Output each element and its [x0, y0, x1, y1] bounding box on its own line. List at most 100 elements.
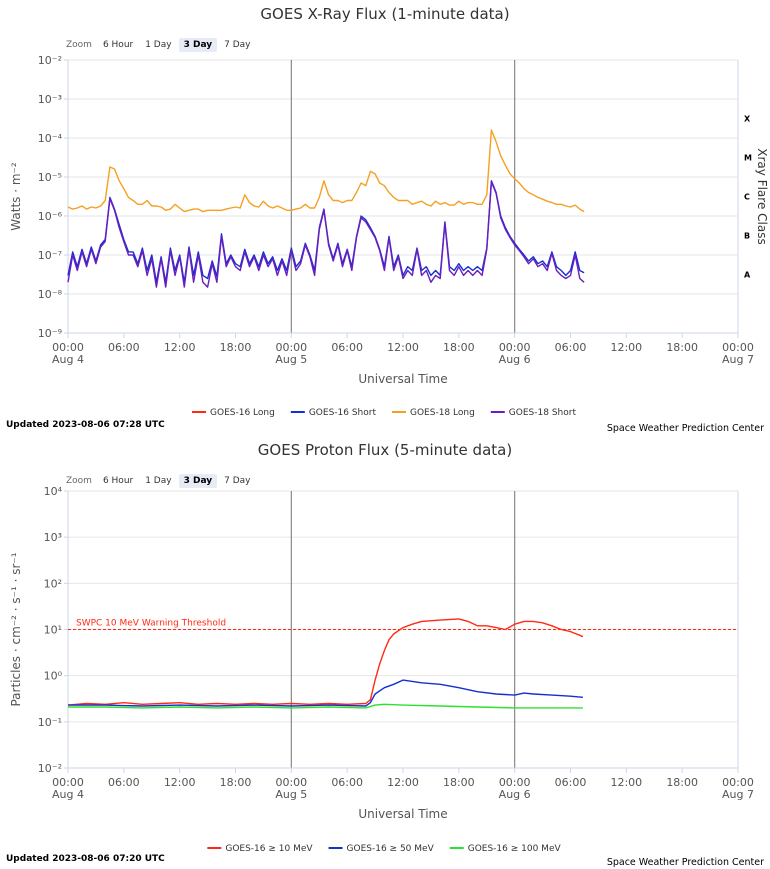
x-tick-label: 12:00 [610, 341, 642, 354]
x-tick-label: 06:00 [331, 776, 363, 789]
x-tick-label: 06:00 [331, 341, 363, 354]
proton-flux-panel: GOES Proton Flux (5-minute data) Zoom 6 … [0, 436, 770, 869]
flare-class-label: A [744, 271, 751, 280]
zoom-1-day-button[interactable]: 1 Day [145, 40, 172, 50]
y-tick-label: 10⁴ [44, 485, 63, 498]
x-tick-label: 12:00 [164, 776, 196, 789]
x-date-label: Aug 6 [499, 353, 531, 366]
flare-class-label: C [744, 193, 750, 202]
series-line-goes-16-50-mev [68, 679, 583, 707]
proton-chart-title: GOES Proton Flux (5-minute data) [257, 441, 513, 459]
y-tick-label: 10⁻⁹ [38, 327, 62, 340]
xray-updated-time: Updated 2023-08-06 07:28 UTC [6, 420, 165, 430]
y-tick-label: 10¹ [44, 624, 62, 637]
zoom-6-hour-button[interactable]: 6 Hour [102, 476, 134, 486]
x-axis-title: Universal Time [358, 807, 447, 821]
x-tick-label: 00:00 [275, 341, 307, 354]
proton-zoom-bar: Zoom 6 Hour 1 Day 3 Day 7 Day [66, 474, 255, 488]
legend-label: GOES-16 Short [309, 408, 377, 418]
y-tick-label: 10⁻³ [38, 93, 62, 106]
y-tick-label: 10⁻⁸ [38, 288, 63, 301]
zoom-3-day-button[interactable]: 3 Day [178, 38, 218, 52]
legend-item[interactable]: GOES-16 Long [192, 408, 275, 418]
x-tick-label: 18:00 [666, 776, 698, 789]
x-tick-label: 12:00 [610, 776, 642, 789]
x-date-label: Aug 6 [499, 788, 531, 801]
x-axis-title: Universal Time [358, 372, 447, 386]
xray-chart-title: GOES X-Ray Flux (1-minute data) [260, 5, 510, 23]
x-tick-label: 00:00 [499, 341, 531, 354]
zoom-label: Zoom [66, 40, 92, 50]
zoom-1-day-button[interactable]: 1 Day [145, 476, 172, 486]
y-tick-label: 10⁰ [44, 670, 63, 683]
x-tick-label: 06:00 [555, 341, 587, 354]
x-tick-label: 06:00 [555, 776, 587, 789]
plot-area [68, 60, 738, 333]
y-tick-label: 10⁻² [38, 54, 62, 67]
y-tick-label: 10⁻⁶ [38, 210, 63, 223]
zoom-6-hour-button[interactable]: 6 Hour [102, 40, 134, 50]
x-tick-label: 12:00 [387, 341, 419, 354]
x-tick-label: 00:00 [275, 776, 307, 789]
x-date-label: Aug 5 [275, 788, 307, 801]
legend-item[interactable]: GOES-16 ≥ 100 MeV [449, 844, 562, 854]
y-tick-label: 10⁻⁴ [38, 132, 63, 145]
legend-item[interactable]: GOES-18 Long [392, 408, 475, 418]
legend-label: GOES-18 Long [410, 408, 475, 418]
proton-updated-time: Updated 2023-08-06 07:20 UTC [6, 854, 165, 864]
y-axis-title: Particles · cm⁻² · s⁻¹ · sr⁻¹ [9, 552, 23, 706]
x-tick-label: 00:00 [52, 776, 84, 789]
x-date-label: Aug 7 [722, 788, 754, 801]
xray-chart: 10⁻²10⁻³10⁻⁴10⁻⁵10⁻⁶10⁻⁷10⁻⁸10⁻⁹00:00 06:… [9, 54, 769, 418]
legend-label: GOES-16 ≥ 50 MeV [347, 844, 435, 854]
legend-label: GOES-16 ≥ 100 MeV [468, 844, 562, 854]
x-date-label: Aug 4 [52, 353, 84, 366]
threshold-label: SWPC 10 MeV Warning Threshold [76, 619, 226, 629]
series-line-goes-18-short [67, 181, 585, 288]
xray-credit: Space Weather Prediction Center [606, 423, 764, 434]
x-tick-label: 06:00 [108, 341, 140, 354]
x-tick-label: 00:00 [722, 341, 754, 354]
x-date-label: Aug 5 [275, 353, 307, 366]
flare-class-label: X [744, 115, 751, 124]
y-tick-label: 10² [44, 577, 62, 590]
flare-class-label: B [744, 232, 750, 241]
x-tick-label: 18:00 [220, 776, 252, 789]
y-tick-label: 10⁻⁷ [38, 249, 62, 262]
y-tick-label: 10⁻² [38, 762, 62, 775]
x-tick-label: 06:00 [108, 776, 140, 789]
legend-label: GOES-18 Short [509, 408, 577, 418]
x-tick-label: 12:00 [164, 341, 196, 354]
flare-class-label: M [744, 154, 752, 163]
x-tick-label: 12:00 [387, 776, 419, 789]
x-tick-label: 18:00 [220, 341, 252, 354]
legend-item[interactable]: GOES-16 ≥ 10 MeV [207, 844, 313, 854]
x-tick-label: 00:00 [722, 776, 754, 789]
legend-item[interactable]: GOES-16 ≥ 50 MeV [328, 844, 435, 854]
x-tick-label: 00:00 [499, 776, 531, 789]
x-tick-label: 18:00 [443, 341, 475, 354]
series-line-goes-18-long [67, 129, 585, 213]
y-axis-title: Watts · m⁻² [9, 162, 23, 231]
proton-credit: Space Weather Prediction Center [606, 857, 764, 868]
zoom-7-day-button[interactable]: 7 Day [224, 476, 251, 486]
y2-axis-title: Xray Flare Class [755, 148, 769, 244]
legend-label: GOES-16 ≥ 10 MeV [225, 844, 313, 854]
legend-item[interactable]: GOES-16 Short [290, 408, 377, 418]
x-tick-label: 00:00 [52, 341, 84, 354]
x-tick-label: 18:00 [666, 341, 698, 354]
y-tick-label: 10⁻¹ [38, 716, 62, 729]
x-date-label: Aug 7 [722, 353, 754, 366]
legend-item[interactable]: GOES-18 Short [490, 408, 577, 418]
y-tick-label: 10³ [44, 531, 62, 544]
x-date-label: Aug 4 [52, 788, 84, 801]
zoom-7-day-button[interactable]: 7 Day [224, 40, 251, 50]
x-tick-label: 18:00 [443, 776, 475, 789]
series-line-goes-16-100-mev [68, 703, 583, 709]
zoom-label: Zoom [66, 476, 92, 486]
legend-label: GOES-16 Long [210, 408, 275, 418]
y-tick-label: 10⁻⁵ [38, 171, 62, 184]
zoom-3-day-button[interactable]: 3 Day [178, 474, 218, 488]
xray-zoom-bar: Zoom 6 Hour 1 Day 3 Day 7 Day [66, 38, 255, 52]
